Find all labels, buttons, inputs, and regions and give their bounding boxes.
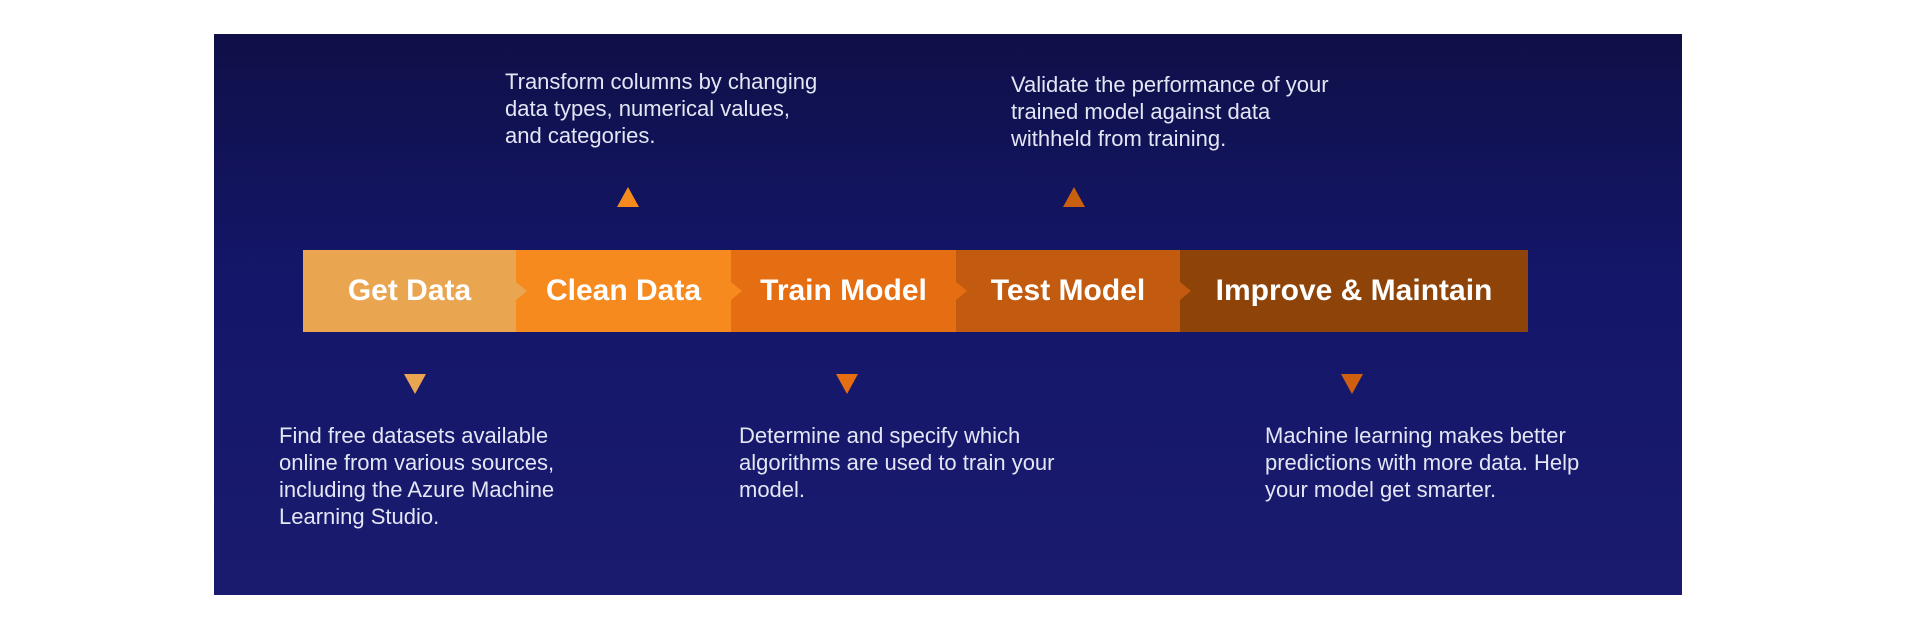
test-model-description: Validate the performance of your trained… (1011, 72, 1329, 151)
stage-get-data: Get Data (303, 250, 516, 332)
clean-data-marker (617, 187, 639, 207)
train-model-marker (836, 374, 858, 394)
stage-improve-maintain: Improve & Maintain (1180, 250, 1528, 332)
stage-train-model-label: Train Model (760, 274, 927, 307)
improve-maintain-marker (1341, 374, 1363, 394)
test-model-marker (1063, 187, 1085, 207)
clean-data-description: Transform columns by changing data types… (505, 69, 818, 148)
train-model-description: Determine and specify which algorithms a… (739, 423, 1055, 502)
chevron-right-icon (956, 282, 967, 300)
stage-clean-data: Clean Data (516, 250, 731, 332)
chevron-right-icon (1180, 282, 1191, 300)
get-data-description: Find free datasets available online from… (279, 423, 555, 529)
pipeline-bar: Get Data Clean Data Train Model Test Mod… (303, 250, 1528, 332)
ml-lifecycle-diagram: Transform columns by changing data types… (214, 34, 1682, 595)
improve-maintain-description: Machine learning makes better prediction… (1265, 423, 1580, 502)
stage-clean-data-label: Clean Data (545, 274, 702, 307)
chevron-right-icon (731, 282, 742, 300)
stage-get-data-label: Get Data (347, 274, 472, 307)
stage-improve-maintain-label: Improve & Maintain (1215, 274, 1493, 307)
chevron-right-icon (516, 282, 527, 300)
get-data-marker (404, 374, 426, 394)
stage-test-model: Test Model (956, 250, 1180, 332)
stage-train-model: Train Model (731, 250, 956, 332)
stage-test-model-label: Test Model (990, 274, 1146, 307)
